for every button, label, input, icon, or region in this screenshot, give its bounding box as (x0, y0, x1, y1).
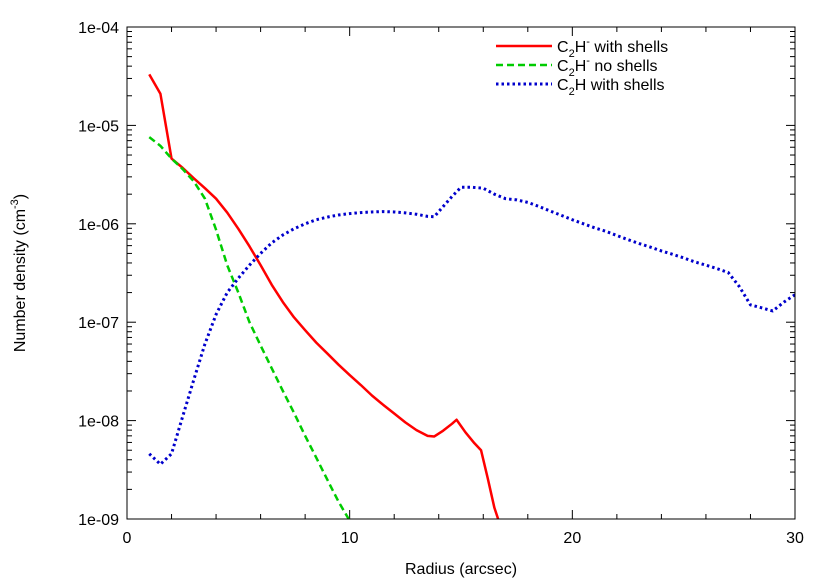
y-tick-label: 1e-09 (78, 512, 119, 529)
y-tick-label: 1e-07 (78, 315, 119, 332)
y-tick-label: 1e-08 (78, 414, 119, 431)
y-tick-label: 1e-05 (78, 118, 119, 135)
x-tick-label: 20 (563, 530, 581, 547)
series-line-c2h-with-shells (148, 185, 795, 466)
legend-label-c2h-no-shells: C2H- no shells (557, 55, 658, 79)
y-axis-label-suffix: ) (12, 194, 29, 199)
ticks-layer: 0 10 20 30 1e-09 1e-08 1e-07 1e-06 1e-05 1e-04 (78, 20, 804, 547)
y-tick-label: 1e-04 (78, 20, 119, 37)
plot-frame (126, 26, 796, 520)
y-axis-label-base: Number density (cm (12, 209, 29, 352)
legend-label-c2h-with-shells: C2H- with shells (557, 36, 668, 60)
y-tick-label: 1e-06 (78, 217, 119, 234)
series-line-c2h-no-shells (148, 136, 351, 519)
x-tick-label: 30 (786, 530, 804, 547)
y-axis-label-superscript: -3 (9, 199, 21, 209)
series-layer (148, 73, 795, 519)
x-tick-label: 0 (123, 530, 132, 547)
x-axis-label: Radius (arcsec) (405, 561, 517, 578)
y-axis-label: Number density (cm-3) (9, 194, 29, 352)
x-tick-label: 10 (341, 530, 359, 547)
legend-label-c2h-with-shells: C2H with shells (557, 77, 665, 98)
series-line-c2h-with-shells (148, 73, 500, 519)
